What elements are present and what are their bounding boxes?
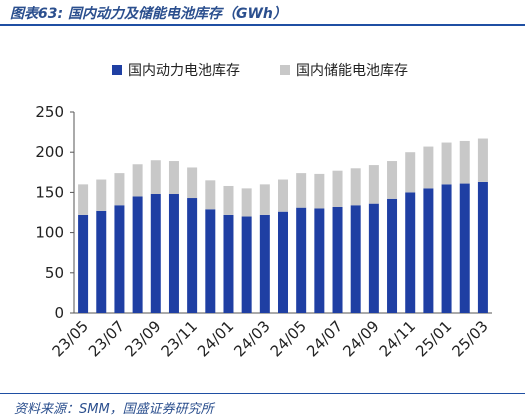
y-tick-label: 200 [35,143,64,161]
bar-power-25/01 [441,184,452,313]
bar-power-24/07 [332,206,343,313]
bar-storage-25/02 [459,140,470,184]
bar-power-24/10 [387,198,398,313]
y-tick-label: 100 [35,224,64,242]
bar-power-24/12 [423,188,434,313]
source-rule [0,393,525,394]
bar-power-25/02 [459,183,470,313]
x-tick-label: 23/05 [49,317,92,360]
x-tick-label: 23/07 [85,317,128,360]
x-tick-label: 24/09 [339,317,382,360]
bar-storage-24/06 [314,173,325,209]
bar-power-24/06 [314,208,325,313]
bar-storage-24/09 [368,165,379,204]
x-tick-label: 24/07 [303,317,346,360]
bar-power-24/01 [223,214,234,313]
legend-swatch-1 [280,65,290,75]
bar-storage-23/12 [205,180,216,210]
x-tick-label: 24/05 [267,317,310,360]
bar-storage-23/10 [168,161,179,195]
bar-power-24/04 [278,211,288,313]
x-tick-label: 24/01 [194,317,237,360]
bar-storage-24/11 [405,152,416,193]
bar-storage-24/10 [387,161,398,199]
bar-power-24/05 [296,207,307,313]
bar-storage-23/06 [96,179,107,211]
bar-storage-23/11 [187,167,198,199]
x-tick-label: 23/09 [121,317,164,360]
bar-storage-23/07 [114,173,125,206]
bar-storage-23/09 [150,160,161,195]
bar-power-24/02 [241,216,252,313]
bar-power-24/09 [368,203,379,313]
x-tick-label: 24/03 [230,317,273,360]
bar-power-23/08 [132,196,143,313]
x-tick-label: 25/03 [448,317,491,360]
y-tick-label: 250 [35,103,64,121]
y-tick-label: 50 [45,264,64,282]
bar-storage-24/01 [223,185,234,215]
bar-storage-25/01 [441,142,452,185]
bar-storage-24/02 [241,188,252,217]
bar-storage-23/08 [132,164,143,197]
title-rule [0,24,525,26]
bar-power-23/07 [114,205,125,313]
bar-power-23/06 [96,210,107,313]
bar-power-23/05 [78,214,89,313]
y-tick-label: 0 [54,304,64,322]
legend-label-0: 国内动力电池库存 [128,63,240,79]
bar-power-24/11 [405,192,416,313]
bar-storage-24/04 [278,179,288,212]
x-tick-label: 25/01 [412,317,455,360]
bar-power-25/03 [477,181,488,313]
bar-power-23/12 [205,209,216,313]
bar-storage-24/08 [350,168,361,206]
bar-storage-25/03 [477,138,488,182]
bar-storage-23/05 [78,184,89,215]
bar-power-23/11 [187,198,198,313]
figure-title: 图表63: 国内动力及储能电池库存（GWh） [10,6,287,22]
legend-swatch-0 [112,65,122,75]
bar-storage-24/05 [296,173,307,208]
bar-power-24/03 [259,214,270,313]
source-note: 资料来源：SMM，国盛证券研究所 [14,402,214,417]
x-tick-label: 24/11 [376,317,419,360]
bar-power-23/09 [150,194,161,313]
bar-storage-24/07 [332,170,343,207]
x-tick-label: 23/11 [158,317,201,360]
bar-storage-24/12 [423,146,434,189]
legend-label-1: 国内储能电池库存 [296,63,408,79]
y-tick-label: 150 [35,183,64,201]
bar-power-23/10 [168,194,179,313]
bar-power-24/08 [350,205,361,313]
bar-storage-24/03 [259,184,270,215]
